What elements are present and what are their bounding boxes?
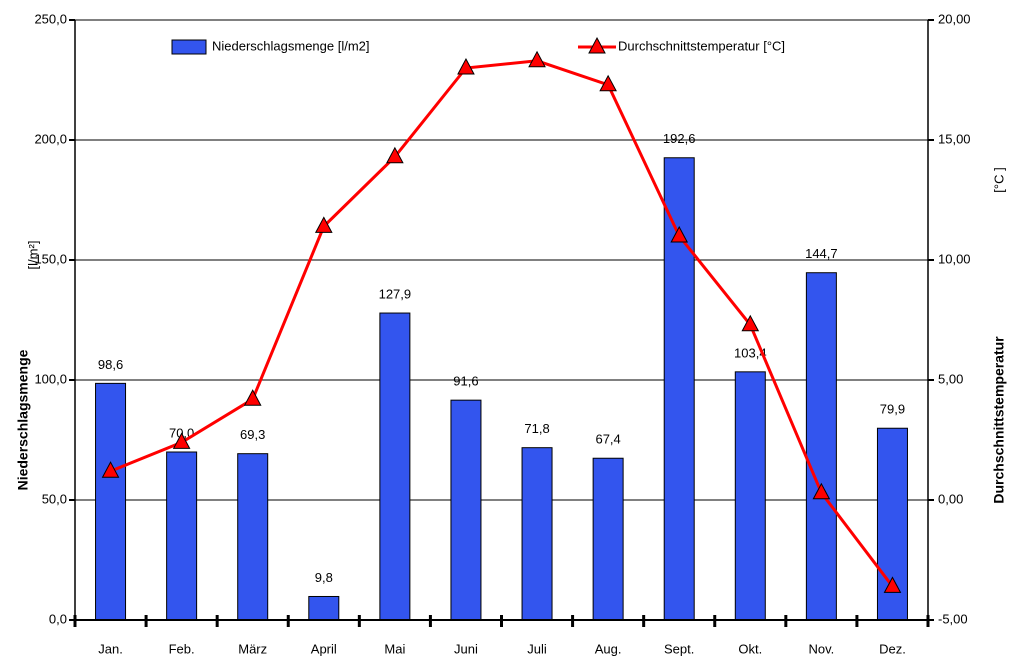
line bbox=[109, 59, 894, 588]
y-tick-label: 50,0 bbox=[42, 491, 67, 506]
value-label: 71,8 bbox=[524, 421, 549, 436]
marker bbox=[101, 461, 120, 478]
y-tick-label: 100,0 bbox=[34, 371, 67, 386]
marker bbox=[457, 57, 475, 75]
x-tick-label: Sept. bbox=[664, 641, 694, 656]
x-tick-label: Aug. bbox=[595, 641, 622, 656]
x-tick-label: Jan. bbox=[98, 641, 123, 656]
x-tick-label: Mai bbox=[384, 641, 405, 656]
value-label: 144,7 bbox=[805, 246, 838, 261]
y2-tick-label: 0,00 bbox=[938, 491, 963, 506]
x-tick-label: April bbox=[311, 641, 337, 656]
y2-tick-label: -5,00 bbox=[938, 611, 968, 626]
value-label: 79,9 bbox=[880, 402, 905, 417]
legend-swatch bbox=[171, 39, 207, 55]
x-tick-label: Juli bbox=[527, 641, 547, 656]
bar bbox=[379, 312, 411, 621]
y2-axis-unit: [°C ] bbox=[991, 167, 1006, 192]
marker bbox=[172, 432, 191, 449]
bar bbox=[734, 371, 766, 621]
x-tick-label: Juni bbox=[454, 641, 478, 656]
bar bbox=[805, 272, 837, 621]
value-label: 9,8 bbox=[315, 570, 333, 585]
value-label: 67,4 bbox=[595, 432, 620, 447]
marker bbox=[599, 74, 617, 92]
marker bbox=[243, 389, 262, 406]
value-label: 127,9 bbox=[379, 286, 412, 301]
bar bbox=[450, 399, 482, 621]
marker bbox=[741, 314, 760, 332]
y-tick-label: 250,0 bbox=[34, 11, 67, 26]
x-tick-label: März bbox=[238, 641, 267, 656]
y-axis-unit: [l/m²] bbox=[25, 241, 40, 270]
y-axis-title: Niederschlagsmenge bbox=[15, 349, 31, 490]
y2-axis-title: Durchschnittstemperatur bbox=[991, 336, 1007, 504]
x-tick-label: Nov. bbox=[808, 641, 834, 656]
value-label: 91,6 bbox=[453, 374, 478, 389]
x-tick-label: Okt. bbox=[738, 641, 762, 656]
marker bbox=[670, 225, 689, 243]
y2-tick-label: 5,00 bbox=[938, 371, 963, 386]
marker bbox=[386, 146, 404, 164]
marker bbox=[812, 482, 831, 500]
value-label: 98,6 bbox=[98, 357, 123, 372]
y2-tick-label: 15,00 bbox=[938, 131, 971, 146]
value-label: 103,4 bbox=[734, 345, 767, 360]
y2-tick-label: 20,00 bbox=[938, 11, 971, 26]
legend-label: Durchschnittstemperatur [°C] bbox=[618, 38, 785, 53]
y-tick-label: 0,0 bbox=[49, 611, 67, 626]
marker bbox=[528, 50, 546, 68]
value-label: 192,6 bbox=[663, 131, 696, 146]
bar bbox=[166, 451, 198, 621]
marker bbox=[314, 216, 333, 233]
y-tick-label: 150,0 bbox=[34, 251, 67, 266]
bar bbox=[95, 382, 127, 621]
bar bbox=[237, 453, 269, 621]
bar bbox=[308, 595, 340, 621]
marker bbox=[883, 576, 902, 593]
legend-label: Niederschlagsmenge [l/m2] bbox=[212, 38, 370, 53]
x-tick-label: Feb. bbox=[169, 641, 195, 656]
y-tick-label: 200,0 bbox=[34, 131, 67, 146]
y2-tick-label: 10,00 bbox=[938, 251, 971, 266]
x-tick-label: Dez. bbox=[879, 641, 906, 656]
value-label: 69,3 bbox=[240, 427, 265, 442]
bar bbox=[592, 457, 624, 621]
bar bbox=[521, 447, 553, 621]
legend-marker bbox=[588, 36, 606, 54]
